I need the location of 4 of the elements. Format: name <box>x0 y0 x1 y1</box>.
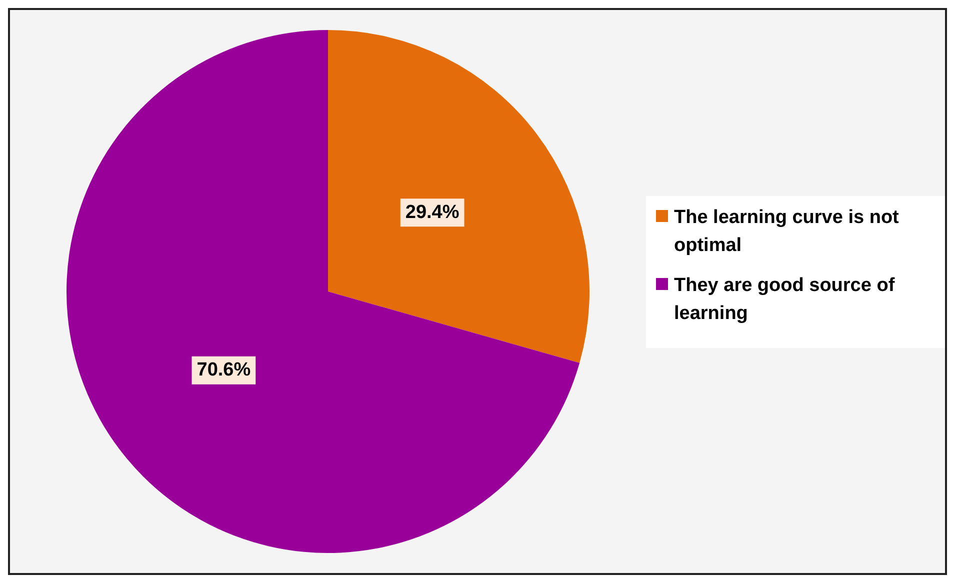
legend-label: The learning curve is not optimal <box>674 206 900 258</box>
data-label: 29.4% <box>405 202 460 223</box>
legend-label: They are good source of learning <box>674 274 896 326</box>
data-label: 70.6% <box>196 360 251 381</box>
